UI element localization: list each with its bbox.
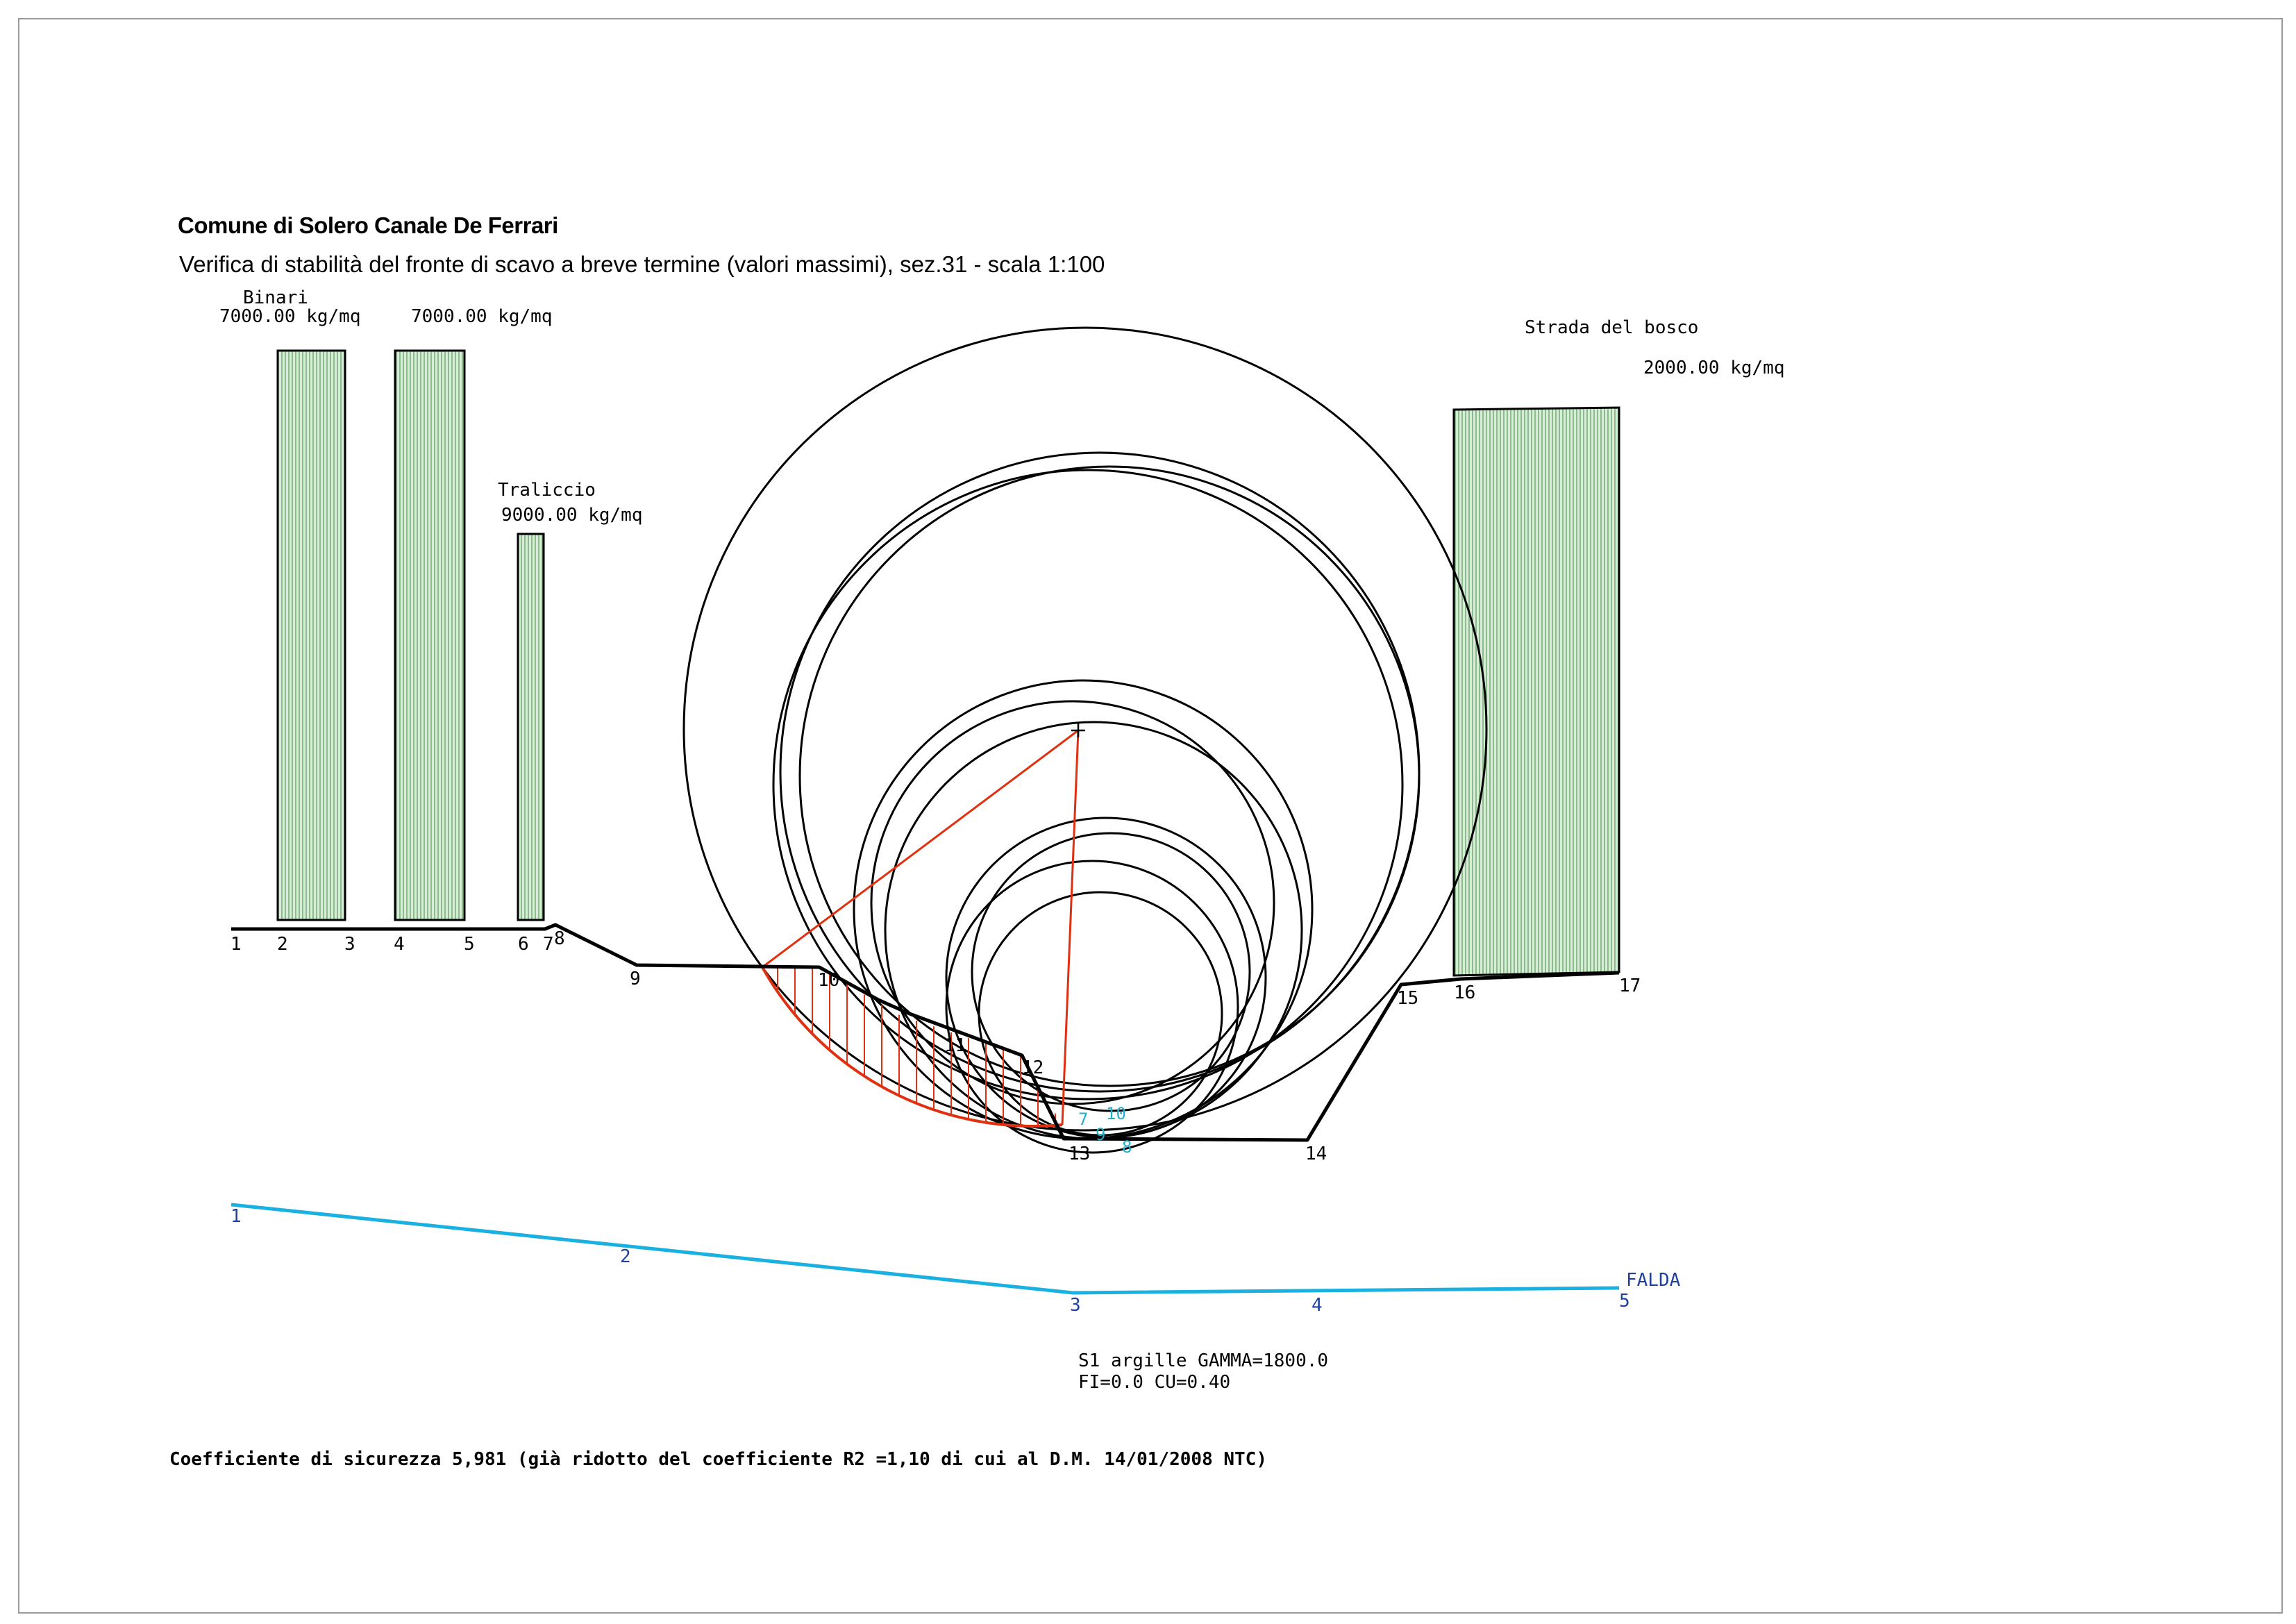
slip-circle	[945, 817, 1267, 1139]
drawing-sheet	[18, 18, 2283, 1614]
soil-info-line-1: S1 argille GAMMA=1800.0	[1078, 1350, 1328, 1371]
profile-point: 11	[944, 1035, 966, 1056]
slip-point: 8	[1122, 1137, 1132, 1157]
water-table-label: FALDA	[1626, 1270, 1681, 1291]
slip-circle	[772, 469, 1404, 1100]
profile-point: 9	[630, 969, 641, 989]
load-label-strada: Strada del bosco	[1525, 317, 1698, 338]
profile-point: 13	[1069, 1144, 1090, 1164]
profile-point: 16	[1454, 982, 1475, 1003]
profile-point: 8	[554, 928, 565, 949]
profile-point: 6	[518, 934, 529, 955]
load-label-traliccio: Traliccio	[498, 480, 596, 501]
load-label-binari: Binari	[243, 287, 308, 308]
water-table-point: 3	[1070, 1295, 1081, 1316]
profile-point: 17	[1619, 976, 1641, 996]
slip-circle	[971, 832, 1251, 1112]
water-table-line	[231, 1203, 1620, 1295]
water-table-point: 4	[1312, 1295, 1323, 1316]
profile-point: 1	[231, 934, 242, 955]
slip-circle	[870, 700, 1275, 1105]
profile-point: 4	[394, 934, 405, 955]
profile-point: 12	[1022, 1057, 1044, 1078]
slip-circle	[945, 860, 1239, 1154]
load-value-strada: 2000.00 kg/mq	[1643, 358, 1785, 378]
load-value-traliccio: 9000.00 kg/mq	[501, 505, 643, 526]
slip-point: 7	[1078, 1110, 1088, 1129]
profile-point: 7	[543, 934, 554, 955]
slip-circle	[798, 465, 1421, 1087]
safety-factor-result: Coefficiente di sicurezza 5,981 (già rid…	[169, 1449, 1267, 1470]
slip-point: 10	[1106, 1104, 1126, 1123]
profile-point: 10	[818, 970, 839, 991]
load-block-strada	[1452, 406, 1620, 977]
ground-profile	[231, 923, 1620, 1142]
slip-circle	[682, 326, 1488, 1132]
water-table-point: 1	[231, 1206, 242, 1227]
water-table-point: 2	[620, 1246, 631, 1267]
load-value-binari-1: 7000.00 kg/mq	[219, 306, 361, 327]
page-subtitle: Verifica di stabilità del fronte di scav…	[179, 251, 1105, 277]
load-block-traliccio	[517, 533, 545, 921]
load-blocks	[276, 349, 1620, 977]
slip-circle	[779, 451, 1421, 1093]
slip-circle	[853, 679, 1314, 1140]
load-block-binari-2	[394, 349, 466, 921]
slip-point: 9	[1096, 1125, 1105, 1144]
profile-point: 15	[1397, 988, 1418, 1009]
slip-circles	[682, 326, 1488, 1154]
load-value-binari-2: 7000.00 kg/mq	[411, 306, 553, 327]
profile-point: 5	[464, 934, 475, 955]
load-block-binari-1	[276, 349, 346, 921]
slip-circle	[978, 891, 1223, 1137]
profile-point: 3	[344, 934, 355, 955]
water-table-point: 5	[1619, 1291, 1630, 1312]
page-title: Comune di Solero Canale De Ferrari	[178, 212, 558, 238]
profile-point: 2	[277, 934, 288, 955]
soil-info-line-2: FI=0.0 CU=0.40	[1078, 1372, 1230, 1393]
profile-point: 14	[1305, 1144, 1327, 1164]
